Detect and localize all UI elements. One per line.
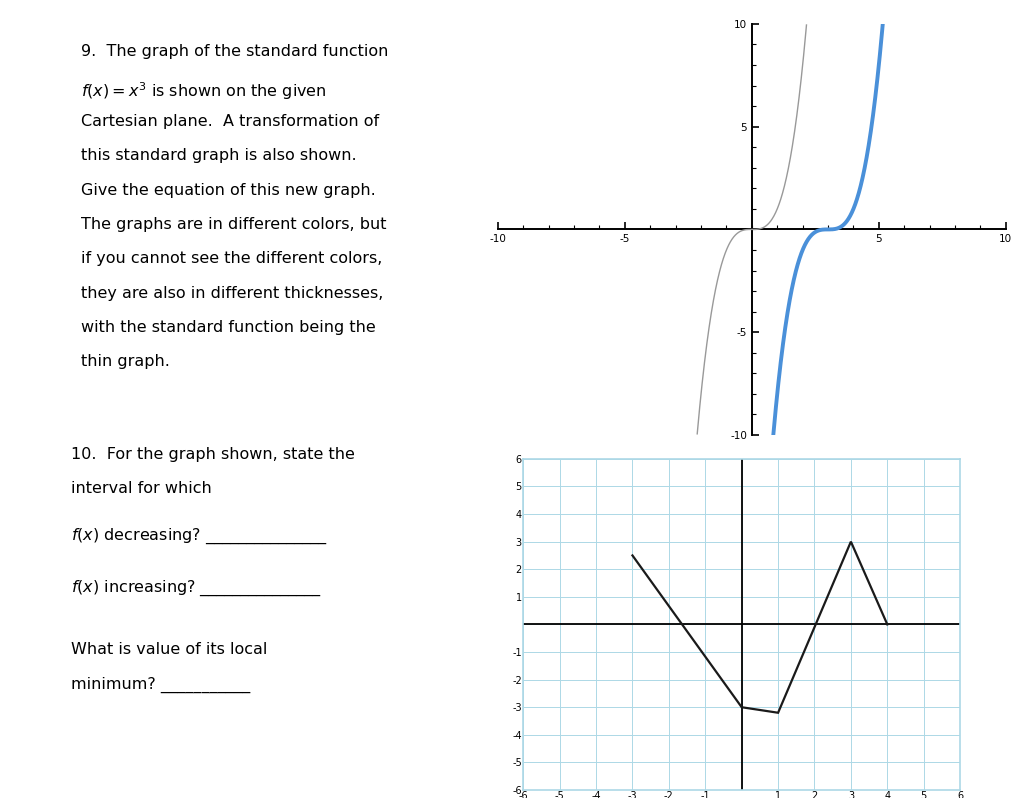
Text: minimum? ___________: minimum? ___________ xyxy=(71,677,250,693)
Text: this standard graph is also shown.: this standard graph is also shown. xyxy=(81,148,357,164)
Text: they are also in different thicknesses,: they are also in different thicknesses, xyxy=(81,286,384,301)
Text: $f(x) = x^3$ is shown on the given: $f(x) = x^3$ is shown on the given xyxy=(81,80,327,101)
Text: Cartesian plane.  A transformation of: Cartesian plane. A transformation of xyxy=(81,114,379,129)
Text: with the standard function being the: with the standard function being the xyxy=(81,320,376,335)
Text: $f(x)$ decreasing? _______________: $f(x)$ decreasing? _______________ xyxy=(71,527,328,546)
Text: The graphs are in different colors, but: The graphs are in different colors, but xyxy=(81,217,387,232)
Text: if you cannot see the different colors,: if you cannot see the different colors, xyxy=(81,251,383,267)
Text: 9.  The graph of the standard function: 9. The graph of the standard function xyxy=(81,44,389,59)
Text: $f(x)$ increasing? _______________: $f(x)$ increasing? _______________ xyxy=(71,579,322,598)
Text: What is value of its local: What is value of its local xyxy=(71,642,267,658)
Text: Give the equation of this new graph.: Give the equation of this new graph. xyxy=(81,183,376,198)
Text: interval for which: interval for which xyxy=(71,481,212,496)
Text: thin graph.: thin graph. xyxy=(81,354,170,369)
Text: 10.  For the graph shown, state the: 10. For the graph shown, state the xyxy=(71,447,355,462)
